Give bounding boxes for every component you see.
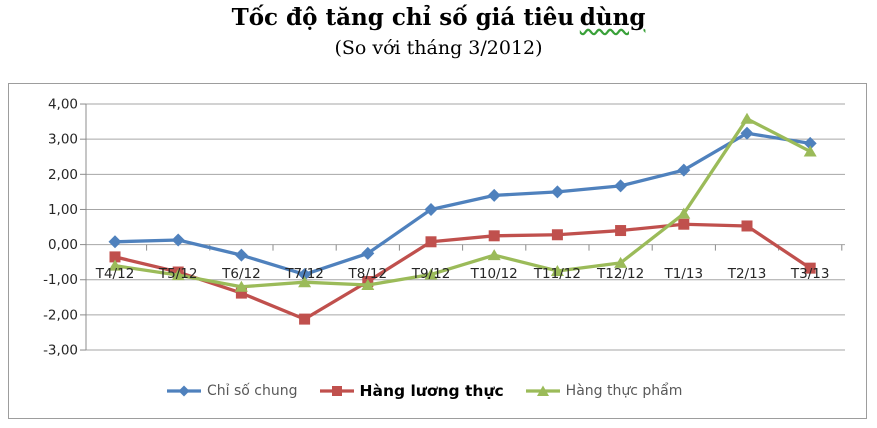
data-point-marker xyxy=(424,268,438,280)
x-axis-label: T8/12 xyxy=(348,266,388,282)
y-axis-label: 0,00 xyxy=(48,237,78,253)
legend-label: Chỉ số chung xyxy=(207,383,298,399)
data-point-marker xyxy=(488,230,500,242)
data-point-marker xyxy=(171,233,185,247)
data-point-marker xyxy=(550,185,564,199)
x-axis-label: T4/12 xyxy=(95,266,135,282)
triangle-marker-icon xyxy=(536,385,549,396)
y-axis-label: -2,00 xyxy=(43,307,78,323)
legend-marker-chi-so-chung xyxy=(167,385,201,397)
data-point-marker xyxy=(803,145,817,157)
square-marker-icon xyxy=(331,386,342,396)
series-line xyxy=(113,222,812,321)
legend-marker-hang-luong-thuc xyxy=(319,386,354,396)
data-point-marker xyxy=(108,259,122,271)
data-point-marker xyxy=(741,220,753,232)
data-point-marker xyxy=(108,235,122,249)
data-point-marker xyxy=(425,236,437,248)
data-point-marker xyxy=(615,225,627,237)
data-point-marker xyxy=(804,262,816,274)
x-axis-label: T10/12 xyxy=(470,266,518,282)
data-point-marker xyxy=(677,163,691,177)
data-point-marker xyxy=(614,256,628,268)
series-line xyxy=(113,117,812,289)
y-axis-label: -3,00 xyxy=(43,343,78,359)
chart-title-text: Tốc độ tăng chỉ số giá tiêu xyxy=(231,4,575,31)
x-axis-label: T9/12 xyxy=(411,266,451,282)
data-point-marker xyxy=(171,269,185,281)
data-point-marker xyxy=(550,264,564,276)
chart-area: 4,00 3,00 2,00 1,00 0,00 -1,00 -2,00 -3,00 T4/12… xyxy=(8,83,867,419)
legend-item-chi-so-chung: Chỉ số chung xyxy=(167,383,298,399)
x-axis-label: T7/12 xyxy=(284,266,324,282)
chart-title-underlined-word: dùng xyxy=(579,4,646,31)
data-point-marker xyxy=(234,280,248,292)
x-axis-label: T11/12 xyxy=(533,266,581,282)
data-point-marker xyxy=(109,251,121,263)
y-axis-label: 2,00 xyxy=(48,167,78,183)
data-point-marker xyxy=(234,248,248,262)
data-point-marker xyxy=(803,136,817,150)
legend-item-hang-luong-thuc: Hàng lương thực xyxy=(319,382,504,400)
x-axis-label: T6/12 xyxy=(221,266,261,282)
data-point-marker xyxy=(361,279,375,291)
data-point-marker xyxy=(424,202,438,216)
data-point-marker xyxy=(298,267,312,281)
data-point-marker xyxy=(740,112,754,124)
data-point-marker xyxy=(361,246,375,260)
legend: Chỉ số chung Hàng lương thực Hàng thực p… xyxy=(167,378,682,404)
data-point-marker xyxy=(678,218,690,230)
data-point-marker xyxy=(740,126,754,140)
data-point-marker xyxy=(487,188,501,202)
data-point-marker xyxy=(487,249,501,261)
x-axis-label: T5/12 xyxy=(158,266,198,282)
data-point-marker xyxy=(299,313,311,325)
x-axis-label: T12/12 xyxy=(596,266,644,282)
series-line xyxy=(113,131,812,277)
data-point-marker xyxy=(298,276,312,288)
y-axis-label: -1,00 xyxy=(43,272,78,288)
x-axis-label: T3/13 xyxy=(790,266,830,282)
legend-label: Hàng thực phẩm xyxy=(565,383,683,399)
data-point-marker xyxy=(677,207,691,219)
data-point-marker xyxy=(235,287,247,299)
chart-title: Tốc độ tăng chỉ số giá tiêu dùng xyxy=(0,4,877,31)
legend-marker-hang-thuc-pham xyxy=(525,385,560,396)
y-axis-label: 1,00 xyxy=(48,202,78,218)
legend-label: Hàng lương thực xyxy=(359,382,504,400)
x-axis-label: T2/13 xyxy=(727,266,767,282)
chart-subtitle: (So với tháng 3/2012) xyxy=(334,37,543,59)
data-point-marker xyxy=(551,229,563,241)
data-point-marker xyxy=(614,179,628,193)
legend-item-hang-thuc-pham: Hàng thực phẩm xyxy=(525,383,683,399)
diamond-marker-icon xyxy=(178,385,190,397)
x-axis-label: T1/13 xyxy=(664,266,704,282)
y-axis-label: 3,00 xyxy=(48,132,78,148)
y-axis-label: 4,00 xyxy=(48,97,78,113)
